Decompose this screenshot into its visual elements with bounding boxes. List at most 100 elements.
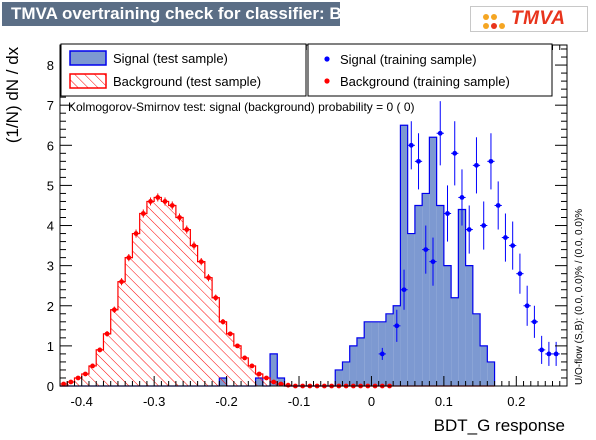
signal-training-point xyxy=(452,150,458,156)
signal-test-bar xyxy=(356,337,365,386)
background-test-bar xyxy=(233,345,242,386)
ks-test-text: Kolmogorov-Smirnov test: signal (backgro… xyxy=(68,100,415,114)
signal-training-point xyxy=(416,158,421,164)
background-test-bar xyxy=(255,373,263,386)
signal-test-bar xyxy=(487,361,495,386)
signal-test-bar xyxy=(364,321,372,386)
y-tick-label: 3 xyxy=(47,259,54,274)
x-tick-label: -0.2 xyxy=(215,394,237,409)
signal-training-point xyxy=(546,351,552,357)
signal-test-bar xyxy=(480,345,488,386)
y-axis-title: (1/N) dN / dx xyxy=(3,46,22,143)
y-tick-label: 1 xyxy=(47,339,54,354)
signal-training-point xyxy=(394,323,400,329)
background-test-bar xyxy=(190,245,198,386)
x-tick-label: -0.4 xyxy=(71,394,93,409)
y-tick-label: 5 xyxy=(47,178,54,193)
x-axis-title: BDT_G response xyxy=(434,416,565,435)
signal-test-bar xyxy=(393,305,401,386)
background-test-bar xyxy=(132,233,140,386)
background-training-point xyxy=(198,259,204,265)
background-training-point xyxy=(148,199,153,204)
background-training-point xyxy=(177,215,182,220)
signal-training-point xyxy=(517,271,523,277)
signal-training-point xyxy=(495,203,501,208)
background-training-point xyxy=(119,279,124,285)
signal-training-point xyxy=(532,319,537,325)
background-training-point xyxy=(191,243,197,248)
legend-background-test-swatch xyxy=(69,73,107,89)
background-test-bar xyxy=(262,377,271,386)
background-training-point xyxy=(133,231,139,236)
signal-training-point xyxy=(553,351,559,357)
background-training-point xyxy=(111,307,117,313)
signal-training-point xyxy=(510,243,516,248)
legend-signal-test-swatch xyxy=(69,50,107,66)
signal-test-bar xyxy=(400,125,408,386)
background-training-point xyxy=(97,347,103,353)
signal-test-bar xyxy=(371,321,379,386)
background-test-bar xyxy=(154,197,162,386)
background-test-bar xyxy=(139,213,147,386)
signal-training-point xyxy=(379,351,385,357)
y-tick-label: 8 xyxy=(47,58,54,73)
y-tick-label: 7 xyxy=(47,98,54,113)
x-tick-label: 0.1 xyxy=(435,394,453,409)
background-training-point xyxy=(213,295,219,301)
background-test-bar xyxy=(204,277,213,386)
y-tick-label: 4 xyxy=(47,219,54,234)
x-tick-label: 0 xyxy=(368,394,375,409)
logo-text: TMVA xyxy=(511,8,566,29)
background-training-point xyxy=(206,275,211,281)
signal-test-bar xyxy=(458,209,466,386)
plot-area xyxy=(60,101,560,389)
background-test-bar xyxy=(168,205,176,386)
signal-training-point xyxy=(445,211,450,216)
x-tick-label: -0.3 xyxy=(143,394,165,409)
y-tick-label: 6 xyxy=(47,138,54,153)
legend-box-right xyxy=(307,43,553,97)
background-training-point xyxy=(61,381,67,387)
legend: Signal (test sample) Background (test sa… xyxy=(60,43,553,97)
x-tick-label: -0.1 xyxy=(288,394,310,409)
background-test-bar xyxy=(219,321,227,386)
background-test-bar xyxy=(197,261,205,386)
background-test-bar xyxy=(110,309,118,386)
signal-test-bar xyxy=(414,205,423,386)
background-training-point xyxy=(169,203,175,208)
background-training-point xyxy=(75,375,81,381)
chart-title: TMVA overtraining check for classifier: … xyxy=(2,2,387,26)
background-training-point xyxy=(235,343,240,349)
background-training-point xyxy=(227,331,233,337)
signal-training-point xyxy=(474,162,479,168)
background-test-bar xyxy=(161,201,169,386)
signal-test-bar xyxy=(422,193,430,386)
background-training-point xyxy=(249,363,255,369)
background-test-bar xyxy=(74,377,82,386)
background-test-bar xyxy=(248,365,256,386)
tmva-logo: TMVA xyxy=(470,6,588,32)
background-training-point xyxy=(126,255,132,261)
signal-training-point xyxy=(481,223,487,228)
background-test-bar xyxy=(175,217,184,386)
axes: 0 1 2 3 4 5 6 7 8 -0.4 -0.3 -0.2 -0.1 0 0.1 0.2 xyxy=(47,45,567,409)
signal-training-point xyxy=(539,347,545,353)
legend-signal-training-label: Signal (training sample) xyxy=(340,52,477,67)
background-training-point xyxy=(264,375,269,381)
background-test-bar xyxy=(103,333,111,386)
legend-signal-training-marker xyxy=(324,56,330,62)
legend-signal-test-label: Signal (test sample) xyxy=(113,51,228,66)
x-tick-label: 0.2 xyxy=(507,394,525,409)
background-test-bar xyxy=(183,229,191,386)
y-tick-label: 2 xyxy=(47,299,54,314)
signal-test-bar xyxy=(349,345,357,386)
background-test-bar xyxy=(117,281,126,386)
background-test-bar xyxy=(226,333,234,386)
signal-test-bar xyxy=(443,265,452,386)
signal-test-bar xyxy=(472,313,481,386)
signal-test-bar xyxy=(451,297,459,386)
background-training-point xyxy=(220,319,226,325)
background-test-bar xyxy=(212,297,220,386)
background-training-point xyxy=(82,371,88,377)
background-training-point xyxy=(271,379,277,385)
